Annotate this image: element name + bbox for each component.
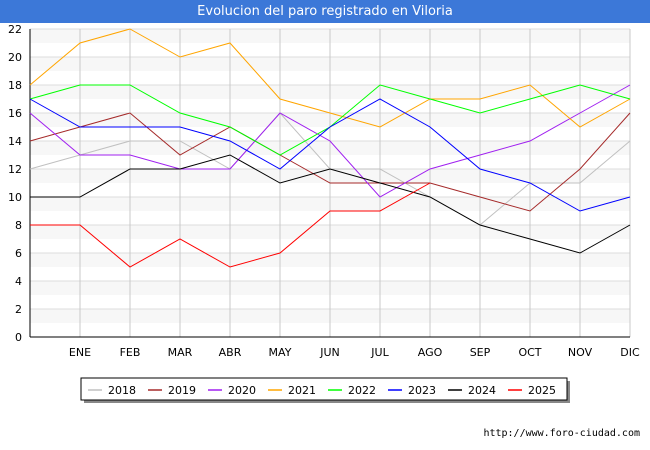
x-tick-label: SEP bbox=[470, 346, 491, 359]
series-line-2019 bbox=[29, 112, 631, 212]
x-tick-label: OCT bbox=[518, 346, 541, 359]
footer-url[interactable]: http://www.foro-ciudad.com bbox=[483, 428, 640, 439]
legend-label: 2022 bbox=[348, 384, 376, 397]
legend-label: 2020 bbox=[228, 384, 256, 397]
y-tick-label: 0 bbox=[15, 331, 22, 344]
y-tick-label: 4 bbox=[15, 275, 22, 288]
y-tick-label: 6 bbox=[15, 247, 22, 260]
legend-label: 2021 bbox=[288, 384, 316, 397]
legend bbox=[80, 377, 568, 401]
chart-title: Evolucion del paro registrado en Viloria bbox=[0, 0, 650, 23]
legend-label: 2023 bbox=[408, 384, 436, 397]
legend-label: 2019 bbox=[168, 384, 196, 397]
y-tick-label: 10 bbox=[8, 191, 22, 204]
x-tick-label: NOV bbox=[568, 346, 593, 359]
x-tick-label: JUN bbox=[319, 346, 340, 359]
series-line-2023 bbox=[29, 98, 631, 212]
y-tick-label: 12 bbox=[8, 163, 22, 176]
x-tick-label: ENE bbox=[69, 346, 91, 359]
x-tick-label: JUL bbox=[370, 346, 389, 359]
series-line-2024 bbox=[30, 154, 631, 254]
y-tick-label: 8 bbox=[15, 219, 22, 232]
y-tick-label: 16 bbox=[8, 107, 22, 120]
series-line-2025 bbox=[30, 182, 431, 268]
series-line-2020 bbox=[29, 84, 631, 198]
y-tick-label: 20 bbox=[8, 51, 22, 64]
series-line-2021 bbox=[29, 28, 631, 128]
x-tick-label: DIC bbox=[620, 346, 640, 359]
x-tick-label: ABR bbox=[219, 346, 242, 359]
y-tick-label: 22 bbox=[8, 23, 22, 36]
y-tick-label: 14 bbox=[8, 135, 22, 148]
x-tick-label: FEB bbox=[120, 346, 141, 359]
x-tick-label: AGO bbox=[418, 346, 443, 359]
legend-label: 2024 bbox=[468, 384, 496, 397]
y-tick-label: 18 bbox=[8, 79, 22, 92]
x-tick-label: MAY bbox=[269, 346, 292, 359]
y-tick-label: 2 bbox=[15, 303, 22, 316]
legend-label: 2025 bbox=[528, 384, 556, 397]
x-tick-label: MAR bbox=[168, 346, 193, 359]
legend-label: 2018 bbox=[108, 384, 136, 397]
